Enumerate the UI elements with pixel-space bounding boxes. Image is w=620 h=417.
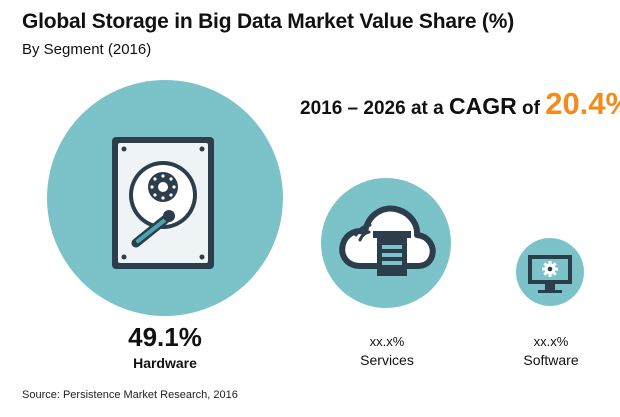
label-software: xx.x% Software bbox=[523, 334, 578, 368]
cagr-value: 20.4% bbox=[545, 86, 620, 121]
hard-drive-icon bbox=[112, 137, 214, 269]
cagr-word: CAGR bbox=[448, 93, 517, 119]
value-label-services: xx.x% bbox=[369, 334, 405, 349]
value-label-hardware: 49.1% bbox=[128, 322, 202, 352]
source-note: Source: Persistence Market Research, 201… bbox=[22, 389, 238, 401]
chart-title: Global Storage in Big Data Market Value … bbox=[22, 10, 514, 33]
cloud-server-icon bbox=[339, 205, 436, 276]
value-label-software: xx.x% bbox=[533, 334, 569, 349]
cagr-of: of bbox=[516, 98, 546, 119]
cagr-text: 2016 – 2026 at a bbox=[300, 98, 449, 119]
category-label-services: Services bbox=[360, 352, 414, 368]
category-label-software: Software bbox=[523, 352, 579, 368]
category-label-hardware: Hardware bbox=[133, 355, 197, 371]
label-hardware: 49.1% Hardware bbox=[128, 322, 202, 371]
cagr-annotation: 2016 – 2026 at a CAGR of 20.4% bbox=[300, 86, 620, 122]
monitor-gear-icon bbox=[528, 255, 572, 293]
chart-subtitle: By Segment (2016) bbox=[22, 41, 152, 58]
label-services: xx.x% Services bbox=[360, 334, 414, 368]
